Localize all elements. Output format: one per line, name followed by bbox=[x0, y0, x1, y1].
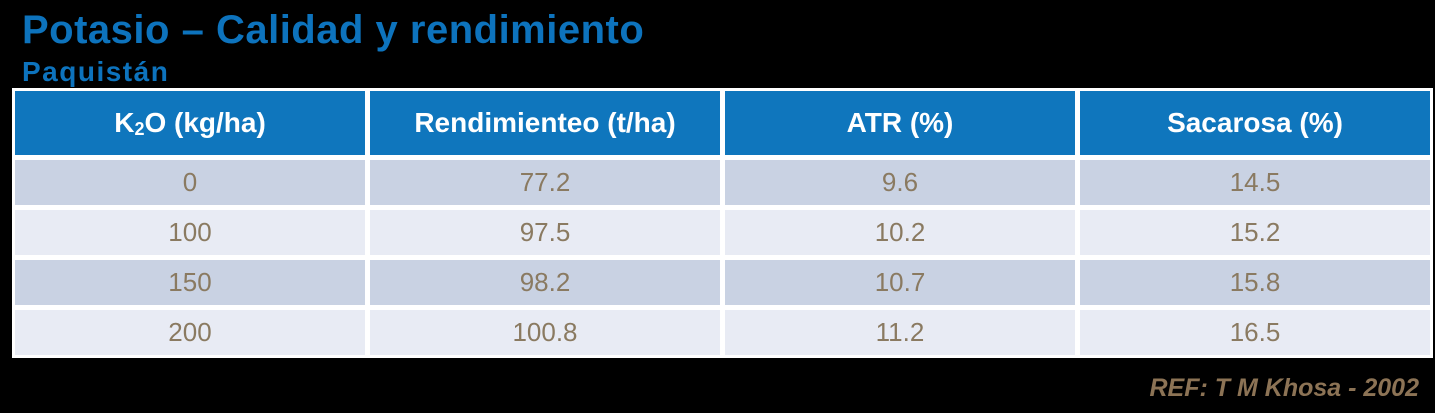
table-cell-r2-rendimiento: 97.5 bbox=[370, 210, 720, 255]
page-subtitle: Paquistán bbox=[22, 56, 170, 87]
reference-text: REF: T M Khosa - 2002 bbox=[1149, 374, 1420, 402]
table-cell-r1-k2o: 0 bbox=[15, 160, 365, 205]
table-cell-r4-rendimiento: 100.8 bbox=[370, 310, 720, 355]
page-title: Potasio – Calidad y rendimiento bbox=[22, 8, 645, 52]
table-cell-r1-sacarosa: 14.5 bbox=[1080, 160, 1430, 205]
k2o-symbol: K bbox=[114, 107, 135, 138]
table-cell-r2-k2o: 100 bbox=[15, 210, 365, 255]
column-header-rendimiento: Rendimienteo (t/ha) bbox=[370, 91, 720, 155]
column-header-atr: ATR (%) bbox=[725, 91, 1075, 155]
table-cell-r1-rendimiento: 77.2 bbox=[370, 160, 720, 205]
k2o-unit: O (kg/ha) bbox=[144, 107, 266, 138]
table-cell-r3-atr: 10.7 bbox=[725, 260, 1075, 305]
table-cell-r3-sacarosa: 15.8 bbox=[1080, 260, 1430, 305]
table-cell-r3-k2o: 150 bbox=[15, 260, 365, 305]
table-cell-r1-atr: 9.6 bbox=[725, 160, 1075, 205]
k2o-subscript: 2 bbox=[134, 119, 145, 139]
column-header-sacarosa: Sacarosa (%) bbox=[1080, 91, 1430, 155]
table-cell-r2-sacarosa: 15.2 bbox=[1080, 210, 1430, 255]
table-cell-r4-k2o: 200 bbox=[15, 310, 365, 355]
table-cell-r4-sacarosa: 16.5 bbox=[1080, 310, 1430, 355]
table-cell-r3-rendimiento: 98.2 bbox=[370, 260, 720, 305]
table-cell-r4-atr: 11.2 bbox=[725, 310, 1075, 355]
table-cell-r2-atr: 10.2 bbox=[725, 210, 1075, 255]
